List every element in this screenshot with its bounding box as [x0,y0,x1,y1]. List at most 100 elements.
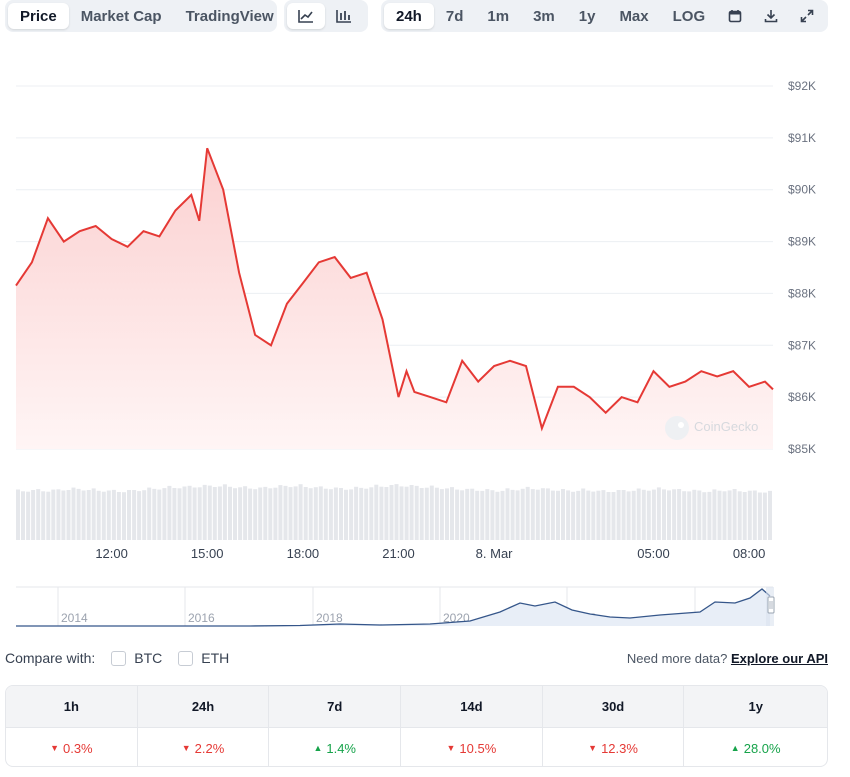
change-7d: ▲ 1.4% [269,728,402,766]
compare-label: Compare with: [5,650,96,666]
navigator-year-label: 2018 [316,611,343,625]
change-30d-value: 12.3% [601,740,638,756]
volume-bar [460,490,465,540]
volume-bar [293,486,298,540]
coingecko-watermark: CoinGecko [665,416,758,440]
price-area [16,148,773,449]
volume-bar [283,485,288,540]
navigator-year-label: 2016 [188,611,215,625]
volume-bar [672,489,677,540]
volume-bar [71,487,76,540]
volume-bar [253,489,258,540]
volume-bar [576,490,581,540]
volume-bar [641,489,646,540]
range-max[interactable]: Max [619,7,649,25]
x-tick-label: 05:00 [637,546,670,561]
caret-up-icon: ▲ [313,743,323,753]
volume-bar [111,489,116,540]
btc-checkbox[interactable] [111,650,127,666]
download-icon[interactable] [753,3,789,29]
volume-bar [212,487,217,540]
log-scale-toggle[interactable]: LOG [672,7,706,25]
volume-bar [682,491,687,540]
view-tabs: Price Market Cap TradingView [5,0,277,32]
volume-bar [717,490,722,540]
volume-bar [596,490,601,540]
volume-bar [515,490,520,540]
volume-bar [288,487,293,540]
volume-bar [727,490,732,540]
volume-bar [752,490,757,540]
svg-text:CoinGecko: CoinGecko [694,419,758,434]
y-tick-label: $92K [788,79,816,93]
range-1m[interactable]: 1m [487,7,510,25]
range-1y[interactable]: 1y [578,7,596,25]
volume-bar [439,489,444,540]
volume-bar [571,491,576,540]
volume-bar [137,491,142,540]
tab-tradingview[interactable]: TradingView [185,7,274,25]
price-change-header: 1h 24h 7d 14d 30d 1y [6,686,827,727]
volume-bar [303,487,308,540]
volume-bar [21,491,25,540]
volume-bar [651,489,656,540]
volume-bar [434,487,439,540]
change-14d-value: 10.5% [459,740,497,756]
range-selector: 24h 7d 1m 3m 1y Max LOG [381,0,828,32]
range-7d[interactable]: 7d [445,7,464,25]
volume-bar [520,488,525,540]
volume-bar [692,489,697,540]
explore-api-link[interactable]: Explore our API [730,651,828,666]
calendar-icon[interactable] [717,3,753,29]
volume-bar [359,487,364,540]
x-tick-label: 8. Mar [476,546,514,561]
price-change-table: 1h 24h 7d 14d 30d 1y ▼ 0.3% ▼ 2.2% ▲ 1.4% ▼… [5,685,828,767]
volume-bar [722,491,727,540]
volume-bar [475,490,480,540]
compare-eth[interactable]: ETH [178,650,229,666]
volume-bar [157,489,162,540]
volume-bar [712,489,717,540]
volume-bar [550,490,555,540]
navigator-handle[interactable] [767,596,775,614]
volume-bar [409,485,414,540]
compare-btc[interactable]: BTC [111,650,162,666]
volume-bar [86,490,91,540]
volume-bar [480,490,485,540]
volume-bar [354,486,359,540]
price-chart[interactable]: $92K $91K $90K $89K $88K $87K $86K $85K CoinGec… [0,60,850,635]
volume-bar [591,491,596,540]
volume-bar [399,486,404,540]
range-24h[interactable]: 24h [384,3,434,29]
header-1h: 1h [6,686,138,727]
volume-bar [41,491,46,540]
candlestick-icon[interactable] [325,3,363,29]
volume-bar [697,490,702,540]
tab-market-cap[interactable]: Market Cap [80,7,162,25]
volume-bar [747,490,752,540]
x-tick-label: 08:00 [733,546,766,561]
volume-bar [621,490,626,540]
volume-bar [142,490,147,540]
expand-icon[interactable] [789,3,825,29]
volume-bar [147,487,152,540]
volume-bar [470,488,475,540]
volume-bar [66,490,71,540]
y-tick-label: $85K [788,442,816,456]
volume-bar [56,489,61,540]
change-24h-value: 2.2% [194,740,225,756]
volume-bar [702,492,707,540]
volume-bar [525,486,530,540]
range-3m[interactable]: 3m [533,7,555,25]
tab-price[interactable]: Price [8,3,69,29]
navigator-overview[interactable]: 201420162018202020222024 [16,586,775,627]
volume-bar [535,489,540,540]
volume-bar [455,489,460,540]
line-chart-icon[interactable] [287,3,325,29]
x-tick-label: 12:00 [95,546,128,561]
volume-bar [414,485,419,540]
volume-bar [379,486,384,540]
price-change-values: ▼ 0.3% ▼ 2.2% ▲ 1.4% ▼ 10.5% ▼ 12.3% ▲ 28.0% [6,727,827,766]
eth-checkbox[interactable] [178,650,194,666]
change-1h: ▼ 0.3% [6,728,138,766]
